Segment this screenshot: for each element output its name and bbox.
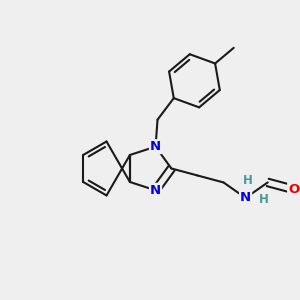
Text: N: N — [150, 184, 161, 197]
Text: H: H — [259, 194, 268, 206]
Text: N: N — [150, 140, 161, 153]
Text: H: H — [243, 174, 253, 187]
Text: N: N — [240, 191, 251, 204]
Text: O: O — [288, 183, 299, 196]
